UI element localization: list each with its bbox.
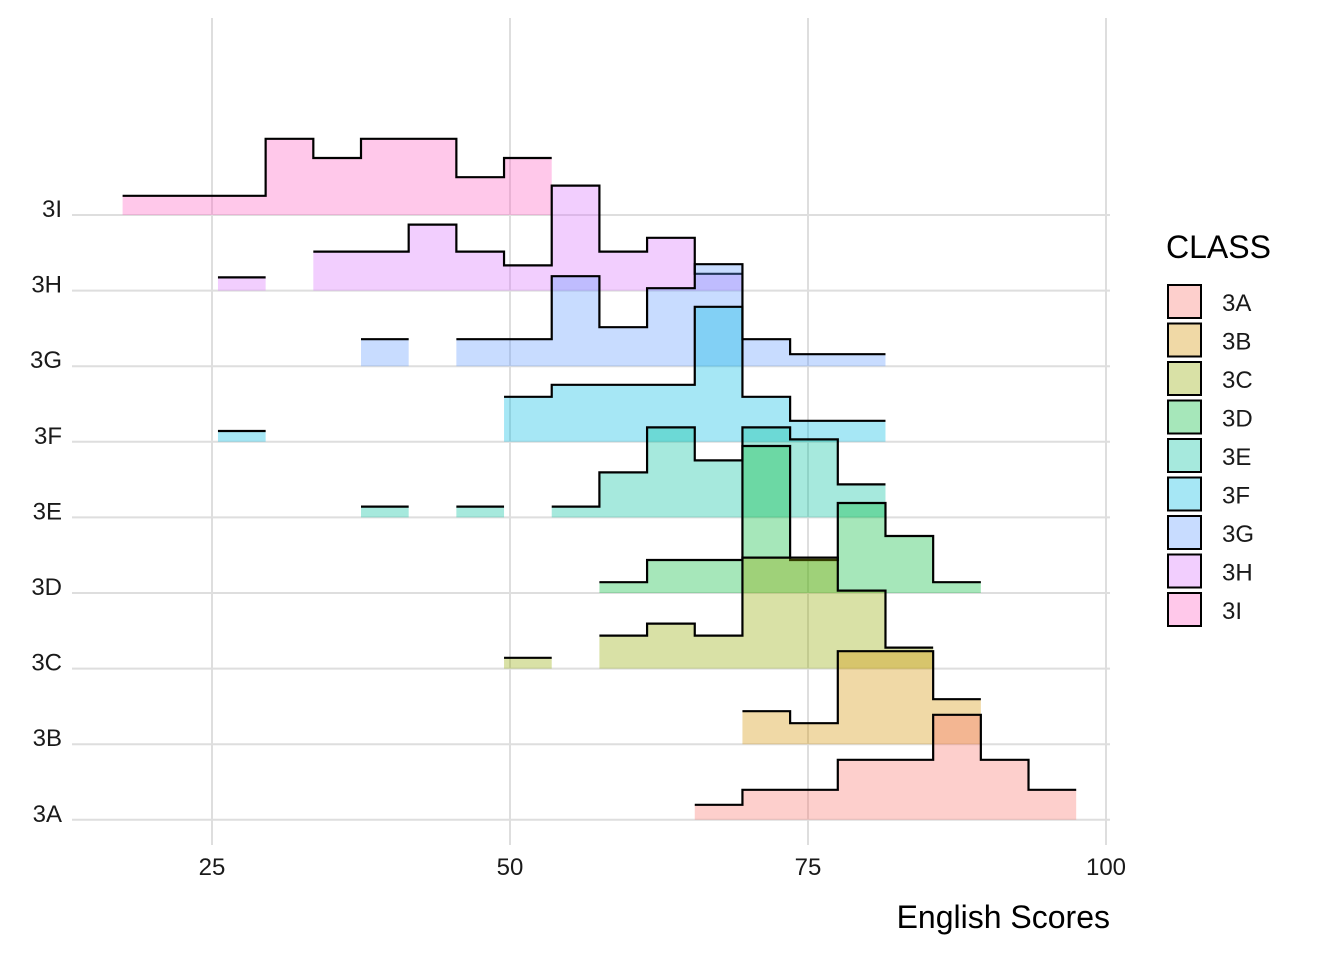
ridge-outline-3i-0 (122, 137, 552, 197)
x-tick-labels: 25 50 75 100 (199, 854, 1126, 881)
legend-swatch-3c (1167, 361, 1202, 396)
legend-label-3g: 3G (1222, 521, 1254, 548)
legend-item-3c: 3C (1167, 361, 1253, 396)
legend-swatch-3h (1167, 553, 1202, 589)
legend-items: 3A 3B 3C 3D 3E 3F 3G 3H 3I (1167, 284, 1254, 627)
y-tick-label-3g: 3G (30, 347, 62, 374)
ridge-3b (742, 650, 981, 745)
ridge-3i (122, 137, 552, 215)
legend-swatch-3e (1167, 438, 1202, 473)
x-tick-label-75: 75 (795, 854, 822, 881)
y-tick-label-3e: 3E (33, 498, 62, 525)
x-axis-title: English Scores (897, 899, 1110, 935)
legend-label-3f: 3F (1222, 483, 1250, 510)
ridge-outline-3e-2 (551, 426, 886, 508)
legend-swatch-3g (1167, 515, 1202, 550)
ridge-outline-3b-0 (742, 650, 981, 725)
ridge-fill-3g-0 (361, 339, 409, 367)
ridge-fill-3h-1 (313, 185, 743, 291)
legend-item-3b: 3B (1167, 322, 1251, 358)
y-tick-label-3a: 3A (33, 801, 62, 828)
ridge-fill-3c-1 (599, 557, 934, 669)
x-tick-label-50: 50 (497, 854, 524, 881)
y-tick-label-3b: 3B (33, 725, 62, 752)
ridge-fill-3g-1 (456, 264, 886, 367)
x-tick-label-25: 25 (199, 854, 226, 881)
legend-label-3b: 3B (1222, 329, 1251, 356)
ridge-3f (217, 305, 886, 442)
legend-swatch-3a (1167, 284, 1202, 319)
ridge-fill-3b-0 (742, 651, 981, 745)
ridge-fill-3e-1 (456, 506, 505, 518)
ridge-3e (361, 426, 886, 518)
y-tick-label-3i: 3I (42, 196, 62, 223)
legend-item-3f: 3F (1167, 476, 1250, 512)
x-tick-label-100: 100 (1086, 854, 1126, 881)
legend: CLASS 3A 3B 3C 3D 3E 3F 3G 3H 3I (1166, 229, 1271, 627)
legend-item-3i: 3I (1167, 592, 1242, 627)
legend-label-3c: 3C (1222, 367, 1253, 394)
ridge-fill-3e-0 (361, 506, 409, 518)
legend-swatch-3b (1167, 322, 1202, 358)
legend-item-3e: 3E (1167, 438, 1251, 473)
legend-item-3g: 3G (1167, 515, 1254, 550)
y-tick-label-3c: 3C (31, 650, 62, 677)
ridge-3g (361, 263, 886, 367)
ridge-outline-3d-0 (599, 444, 981, 584)
ridge-outline-3h-1 (313, 184, 743, 275)
y-tick-label-3f: 3F (34, 423, 62, 450)
vertical-gridlines (211, 18, 1107, 845)
ridge-fill-3f-0 (217, 431, 266, 442)
ridge-fill-3e-2 (551, 427, 886, 518)
y-tick-label-3d: 3D (31, 574, 62, 601)
legend-label-3i: 3I (1222, 598, 1242, 625)
legend-label-3d: 3D (1222, 406, 1253, 433)
ridge-outline-3c-1 (599, 556, 934, 649)
ridge-fill-3c-0 (504, 657, 552, 669)
legend-item-3a: 3A (1167, 284, 1251, 319)
ridge-outline-3f-1 (504, 305, 886, 422)
ridge-3h (217, 184, 743, 291)
legend-label-3e: 3E (1222, 444, 1251, 471)
legend-item-3h: 3H (1167, 553, 1253, 589)
ridge-outline-3g-1 (456, 263, 886, 356)
horizontal-gridlines (72, 214, 1110, 821)
ridge-3d (599, 444, 981, 593)
legend-item-3d: 3D (1167, 399, 1253, 435)
legend-title: CLASS (1166, 229, 1271, 265)
ridge-outline-3a-0 (694, 713, 1077, 806)
y-tick-labels: 3A 3B 3C 3D 3E 3F 3G 3H 3I (30, 196, 62, 828)
legend-swatch-3f (1167, 476, 1202, 512)
legend-label-3h: 3H (1222, 560, 1253, 587)
legend-swatch-3i (1167, 592, 1202, 627)
legend-swatch-3d (1167, 399, 1202, 435)
ridge-3a (694, 713, 1077, 820)
legend-label-3a: 3A (1222, 290, 1251, 317)
ridge-3c (504, 556, 934, 669)
ridges (122, 137, 1077, 820)
y-tick-label-3h: 3H (31, 272, 62, 299)
ridge-fill-3h-0 (217, 277, 266, 291)
